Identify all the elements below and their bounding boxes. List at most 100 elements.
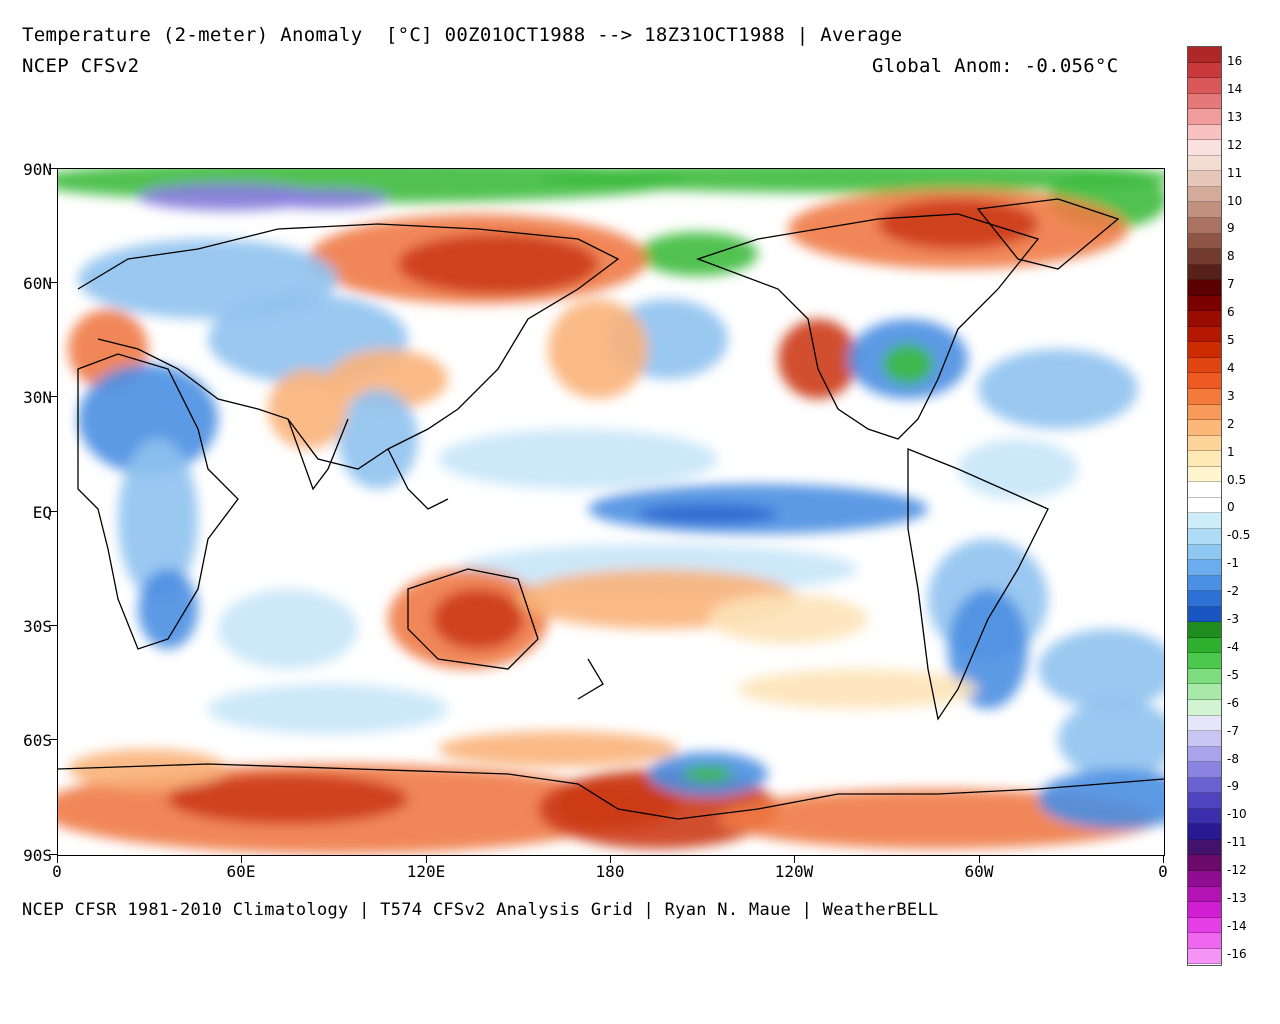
lat-label-60n: 60N bbox=[23, 274, 52, 293]
anomaly-region bbox=[948, 589, 1028, 709]
colorbar-cell bbox=[1188, 870, 1221, 887]
colorbar-label: 5 bbox=[1227, 333, 1235, 347]
colorbar-cell bbox=[1188, 777, 1221, 794]
lon-label-120e: 120E bbox=[406, 862, 446, 881]
colorbar-label: 3 bbox=[1227, 388, 1235, 403]
colorbar-label: 11 bbox=[1227, 165, 1243, 180]
lon-label-0-right: 0 bbox=[1158, 862, 1168, 881]
axis-tick bbox=[1163, 855, 1164, 863]
colorbar-cell bbox=[1188, 357, 1221, 374]
footer-credits: NCEP CFSR 1981-2010 Climatology | T574 C… bbox=[22, 900, 939, 920]
colorbar-cell bbox=[1188, 591, 1221, 607]
anomaly-region bbox=[268, 369, 348, 449]
colorbar-cell bbox=[1188, 218, 1221, 234]
lon-label-0-left: 0 bbox=[52, 862, 62, 881]
colorbar-label: 12 bbox=[1227, 137, 1243, 152]
anomaly-region bbox=[738, 669, 978, 709]
colorbar-label: 1 bbox=[1227, 444, 1235, 459]
coastline bbox=[976, 198, 1120, 270]
colorbar-label: -12 bbox=[1227, 863, 1247, 878]
colorbar-cell bbox=[1188, 389, 1221, 405]
colorbar-cell bbox=[1188, 451, 1221, 467]
colorbar-label: -2 bbox=[1227, 584, 1239, 599]
coastline bbox=[77, 353, 239, 650]
colorbar-cell bbox=[1188, 653, 1221, 669]
colorbar-label: 13 bbox=[1227, 109, 1243, 124]
anomaly-region bbox=[218, 589, 358, 669]
anomaly-region bbox=[638, 504, 778, 524]
colorbar-label: 0 bbox=[1227, 500, 1235, 515]
anomaly-region bbox=[558, 779, 678, 829]
axis-tick bbox=[49, 396, 57, 397]
lat-label-60s: 60S bbox=[23, 731, 52, 750]
anomaly-region bbox=[1038, 629, 1164, 709]
anomaly-region bbox=[538, 169, 1164, 193]
colorbar-cell bbox=[1188, 839, 1221, 856]
colorbar-cell bbox=[1188, 47, 1221, 63]
colorbar-cell bbox=[1188, 731, 1221, 747]
lon-label-180: 180 bbox=[595, 862, 625, 881]
coastline bbox=[407, 568, 539, 670]
colorbar-cell bbox=[1188, 513, 1221, 529]
axis-tick bbox=[49, 168, 57, 169]
colorbar-label: 6 bbox=[1227, 305, 1235, 320]
anomaly-region bbox=[1058, 699, 1164, 779]
colorbar-cell bbox=[1188, 62, 1221, 79]
anomaly-region bbox=[118, 439, 198, 599]
colorbar-label: -10 bbox=[1227, 807, 1247, 822]
colorbar-cell bbox=[1188, 933, 1221, 949]
colorbar-cell bbox=[1188, 746, 1221, 763]
colorbar-label: -14 bbox=[1227, 918, 1247, 933]
global-anomaly: Global Anom: -0.056°C bbox=[872, 55, 1119, 77]
colorbar-cell bbox=[1188, 482, 1221, 498]
coastline bbox=[287, 418, 349, 491]
chart-title: Temperature (2-meter) Anomaly [°C] 00Z01… bbox=[22, 24, 903, 46]
colorbar-cell bbox=[1188, 249, 1221, 265]
colorbar-label: -5 bbox=[1227, 667, 1239, 682]
colorbar-cell bbox=[1188, 544, 1221, 561]
colorbar-label: -13 bbox=[1227, 891, 1247, 905]
colorbar-cell bbox=[1188, 528, 1221, 545]
colorbar-cell bbox=[1188, 155, 1221, 172]
colorbar-cell bbox=[1188, 264, 1221, 281]
coastline bbox=[696, 213, 1040, 440]
colorbar-cell bbox=[1188, 186, 1221, 203]
anomaly-region bbox=[398, 234, 598, 294]
anomaly-region bbox=[438, 429, 718, 489]
colorbar-cell bbox=[1188, 124, 1221, 141]
colorbar-cell bbox=[1188, 622, 1221, 638]
anomaly-region bbox=[1038, 769, 1164, 829]
colorbar-cell bbox=[1188, 824, 1221, 840]
anomaly-region bbox=[878, 199, 1038, 249]
anomaly-map-svg bbox=[58, 169, 1164, 854]
axis-tick bbox=[794, 855, 795, 863]
colorbar-cell bbox=[1188, 233, 1221, 250]
coastline bbox=[387, 448, 449, 510]
colorbar-cell bbox=[1188, 684, 1221, 700]
colorbar-cell bbox=[1188, 466, 1221, 483]
colorbar-cell bbox=[1188, 886, 1221, 903]
colorbar-cell bbox=[1188, 78, 1221, 94]
lon-label-120w: 120W bbox=[774, 862, 814, 881]
anomaly-region bbox=[958, 439, 1078, 499]
colorbar-cell bbox=[1188, 373, 1221, 390]
colorbar-cell bbox=[1188, 715, 1221, 732]
colorbar-label: 4 bbox=[1227, 360, 1235, 375]
anomaly-region bbox=[683, 766, 733, 782]
axis-tick bbox=[49, 739, 57, 740]
lat-label-90n: 90N bbox=[23, 160, 52, 179]
lat-label-30s: 30S bbox=[23, 617, 52, 636]
colorbar-cell bbox=[1188, 917, 1221, 934]
colorbar-label: 7 bbox=[1227, 277, 1235, 292]
axis-tick bbox=[241, 855, 242, 863]
colorbar-cell bbox=[1188, 668, 1221, 685]
anomaly-region bbox=[638, 232, 758, 276]
colorbar-cell bbox=[1188, 280, 1221, 296]
colorbar-label: -8 bbox=[1227, 751, 1239, 766]
anomaly-region bbox=[78, 364, 218, 474]
axis-tick bbox=[49, 625, 57, 626]
anomaly-region bbox=[168, 774, 408, 824]
colorbar-label: 10 bbox=[1227, 193, 1243, 208]
coastline bbox=[77, 223, 620, 470]
colorbar-cell bbox=[1188, 326, 1221, 343]
